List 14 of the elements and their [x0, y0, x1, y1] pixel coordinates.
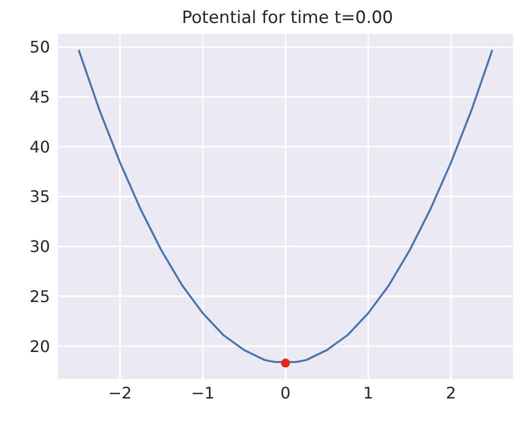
- y-tick-label: 20: [30, 336, 50, 356]
- y-tick-label: 50: [30, 38, 50, 57]
- x-tick-label: 1: [363, 383, 374, 402]
- y-tick-label: 45: [30, 88, 50, 106]
- line-series: [78, 48, 494, 364]
- chart-title: Potential for time t=0.00: [180, 8, 394, 30]
- x-tick-label: −2: [108, 383, 132, 402]
- y-tick-label: 30: [30, 237, 50, 256]
- x-tick-label: 0: [280, 383, 291, 402]
- y-tick-label: 25: [30, 286, 50, 306]
- x-tick-label: −1: [190, 383, 215, 402]
- x-tick-label: 2: [446, 383, 456, 402]
- y-tick-label: 40: [30, 137, 50, 156]
- y-tick-label: 35: [30, 187, 50, 206]
